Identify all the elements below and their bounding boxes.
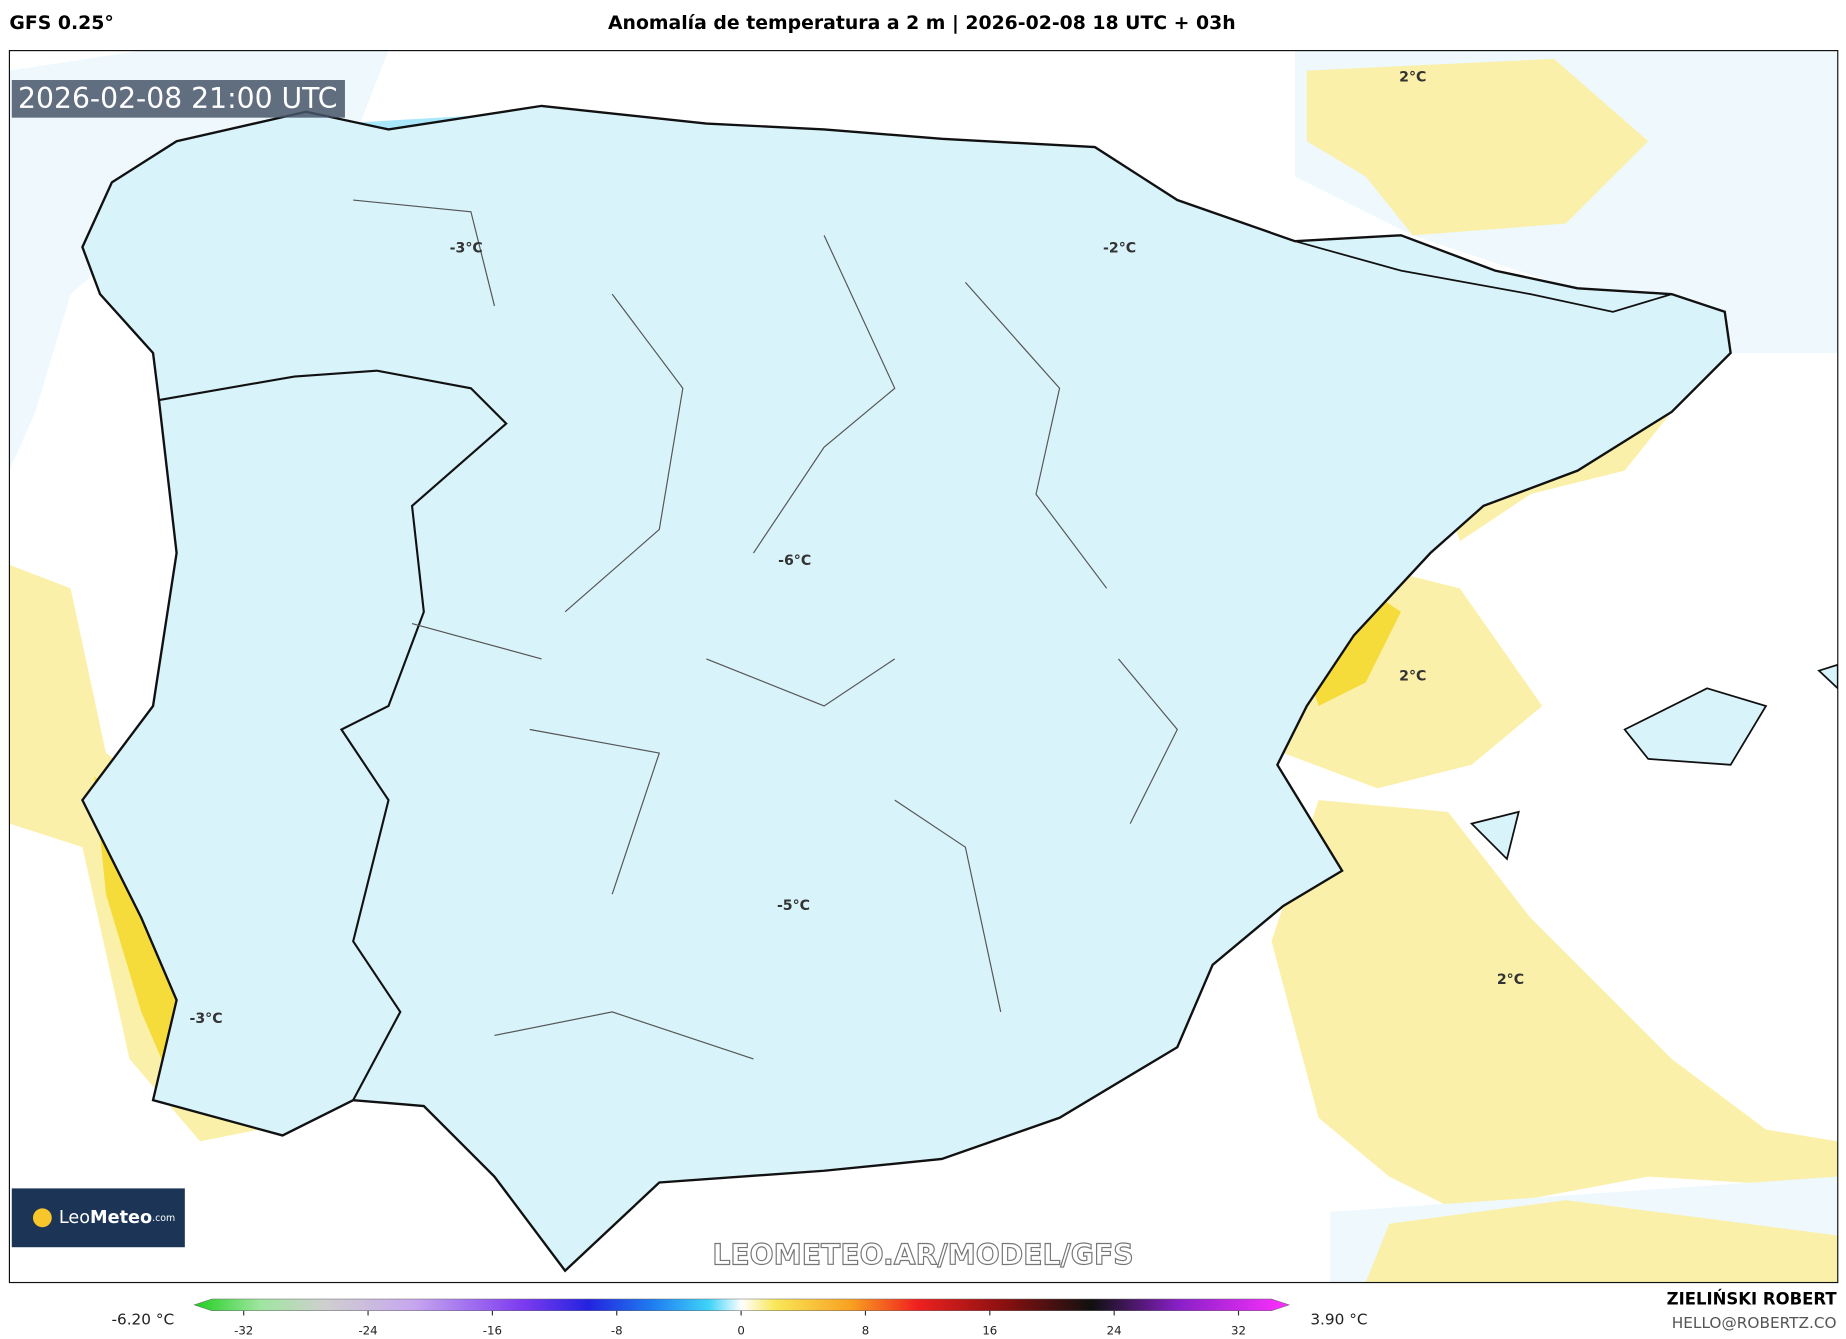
email: HELLO@ROBERTZ.CO (1672, 1314, 1837, 1332)
colorbar-tick-label: -24 (358, 1323, 377, 1337)
contour-label: 2°C (1399, 70, 1426, 86)
colorbar-tick-label: 16 (982, 1323, 997, 1337)
map (9, 50, 1838, 1283)
colorbar-tick-label: 8 (862, 1323, 869, 1337)
logo: LeoMeteo.com (59, 1208, 175, 1228)
colorbar-tick-label: -32 (234, 1323, 253, 1337)
warm-area (1306, 58, 1649, 236)
logo-sun (32, 1208, 52, 1228)
colorbar-tick-label: 0 (737, 1323, 744, 1337)
logo-domain: .com (152, 1212, 175, 1223)
warm-area (1365, 1200, 1838, 1283)
colorbar-max: 3.90 °C (1310, 1311, 1367, 1329)
author: ZIELIŃSKI ROBERT (1667, 1290, 1838, 1309)
colorbar-scale (193, 1298, 1291, 1312)
watermark: LEOMETEO.AR/MODEL/GFS (712, 1239, 1133, 1272)
model-name: GFS 0.25° (9, 13, 113, 34)
colorbar-min: -6.20 °C (111, 1311, 174, 1329)
valid-time: 2026-02-08 21:00 UTC (18, 82, 337, 115)
contour-label: -3°C (189, 1011, 222, 1027)
map-frame (8, 50, 1839, 1284)
contour-label: -2°C (1103, 240, 1136, 256)
logo-leo: Leo (59, 1208, 90, 1228)
contour-label: -6°C (778, 553, 811, 569)
warm-area (1271, 800, 1838, 1212)
region-border (353, 199, 1178, 1060)
colorbar-tick-label: -16 (483, 1323, 502, 1337)
border (158, 369, 508, 1101)
colorbar-tick-label: 24 (1107, 1323, 1122, 1337)
contour-label: 2°C (1497, 972, 1524, 988)
colorbar-tick-label: -8 (611, 1323, 623, 1337)
islands (1469, 663, 1838, 861)
warm-core (1306, 588, 1401, 706)
logo-meteo: Meteo (90, 1208, 152, 1228)
contour-label: -5°C (777, 898, 810, 914)
border (1294, 240, 1673, 313)
title: Anomalía de temperatura a 2 m | 2026-02-… (608, 13, 1236, 34)
contour-label: -3°C (450, 240, 483, 256)
contour-label: 2°C (1399, 669, 1426, 685)
time-box (11, 80, 345, 118)
colorbar-tick-label: 32 (1231, 1323, 1246, 1337)
colorbar: -32 -24 -16 -8 0 8 16 24 32 (193, 1298, 1291, 1337)
